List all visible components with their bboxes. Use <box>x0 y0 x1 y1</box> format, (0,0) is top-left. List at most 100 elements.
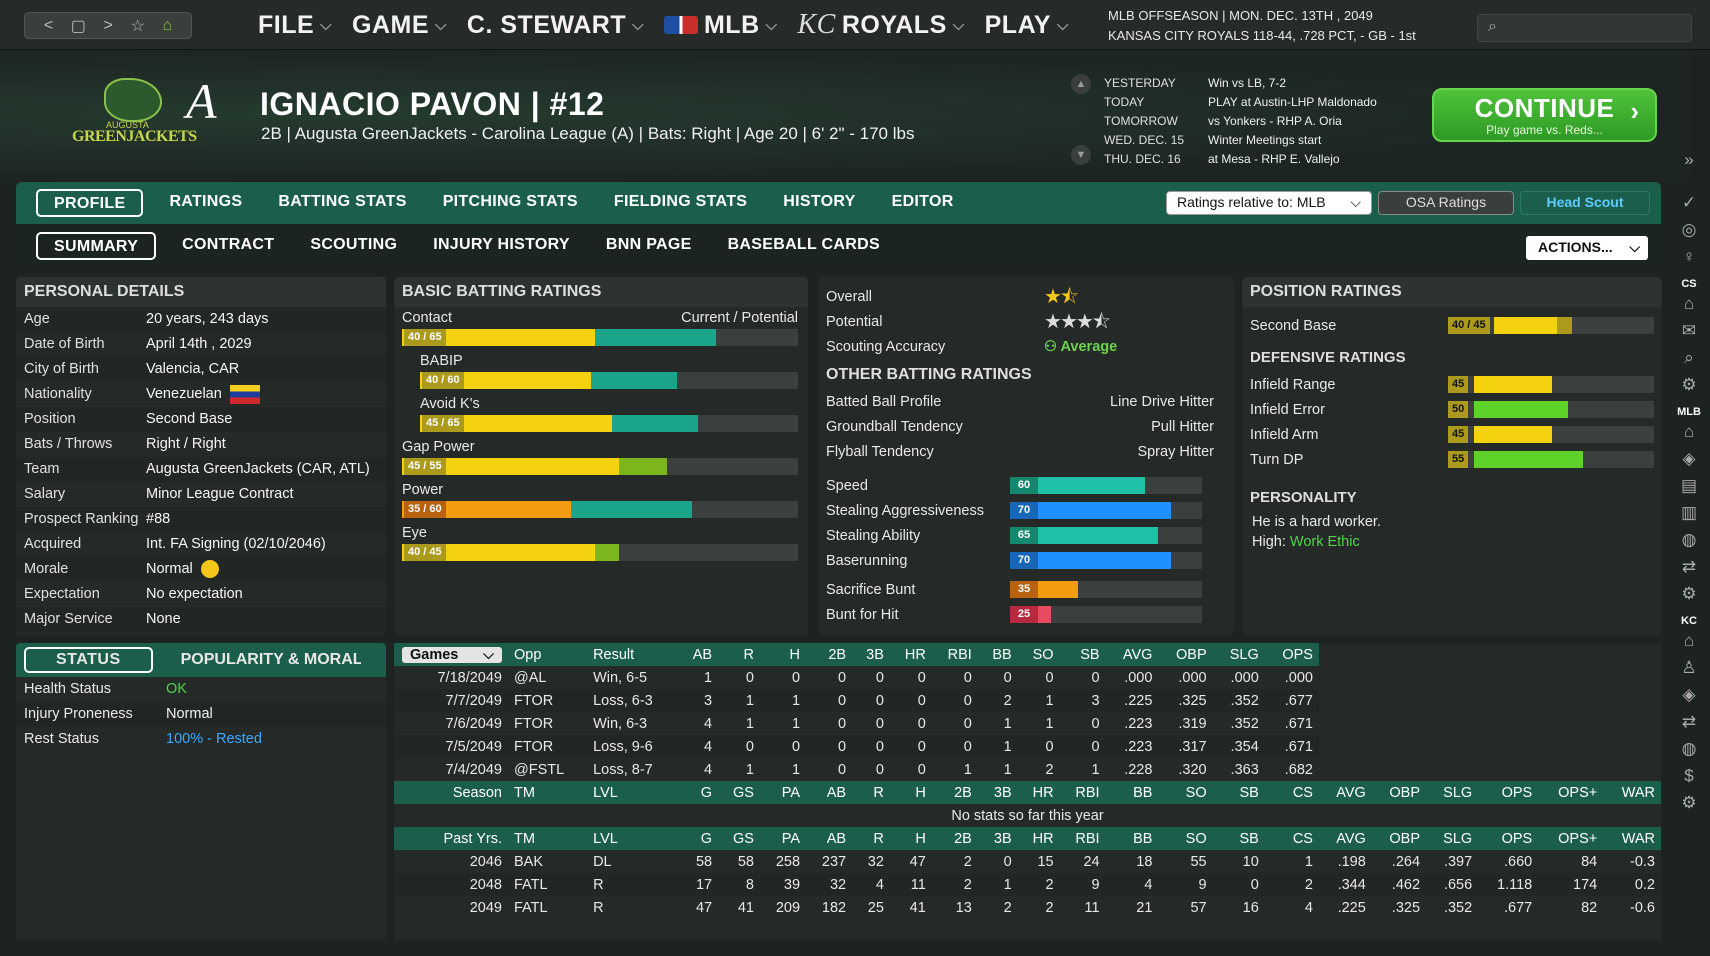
chevron-down-icon[interactable]: ▼ <box>1071 145 1091 165</box>
target-icon[interactable]: ◈ <box>1682 685 1696 704</box>
menu-mlb[interactable]: MLB ⌵ <box>663 11 778 40</box>
column-header[interactable]: AVG <box>1318 781 1372 804</box>
table-row[interactable]: 2046 BAK DL 58 58 258 237 32 47 2 0 15 24 18 55 10 1 .198… <box>394 850 1661 873</box>
tab-bnn-page[interactable]: BNN PAGE <box>605 236 692 253</box>
column-header[interactable]: RBI <box>1059 781 1106 804</box>
target-icon[interactable]: ◈ <box>1682 449 1696 468</box>
column-header[interactable]: RBI <box>1059 827 1106 850</box>
column-header[interactable]: SO <box>1158 781 1213 804</box>
column-header[interactable]: H <box>889 827 932 850</box>
table-row[interactable]: 2048 FATL R 17 8 39 32 4 11 2 1 2 9 4 9 0 2.344.462.656 1… <box>394 873 1661 896</box>
column-header[interactable]: AB <box>806 781 853 804</box>
column-header[interactable]: SO <box>1158 827 1213 850</box>
tab-status[interactable]: STATUS <box>24 647 153 673</box>
column-header[interactable]: Season <box>394 781 508 804</box>
column-header[interactable]: PA <box>759 781 807 804</box>
menu-manager[interactable]: C. STEWART ⌵ <box>466 10 644 39</box>
column-header[interactable]: OBP <box>1371 781 1427 804</box>
column-header[interactable]: RBI <box>931 643 978 666</box>
home-icon[interactable]: ⌂ <box>162 16 173 34</box>
tab-profile[interactable]: PROFILE <box>36 189 144 217</box>
tab-summary[interactable]: SUMMARY <box>36 232 157 260</box>
column-header[interactable]: WAR <box>1603 827 1661 850</box>
table-row[interactable]: 7/4/2049 @FSTL Loss, 8-7 4 1 1 0 0 0 1 1 2 1 .228 .320… <box>394 758 1661 781</box>
tab-popularity-morale[interactable]: POPULARITY & MORALE <box>180 651 361 668</box>
home-icon[interactable]: ⌂ <box>1683 422 1695 441</box>
column-header[interactable]: SB <box>1059 643 1106 666</box>
column-header[interactable]: 2B <box>931 781 978 804</box>
column-header[interactable]: R <box>718 643 760 666</box>
column-header[interactable]: H <box>889 781 932 804</box>
star-icon[interactable]: ☆ <box>130 17 145 35</box>
column-header[interactable]: TM <box>508 781 588 804</box>
tab-batting-stats[interactable]: BATTING STATS <box>278 193 407 210</box>
bulb-icon[interactable]: ♀ <box>1682 247 1696 266</box>
home-icon[interactable]: ⌂ <box>1683 631 1695 650</box>
continue-button[interactable]: CONTINUE Play game vs. Reds... › <box>1432 88 1657 142</box>
column-header[interactable]: TM <box>508 827 588 850</box>
baseball-icon[interactable]: ◍ <box>1681 530 1697 549</box>
column-header[interactable]: 2B <box>806 643 853 666</box>
search-input[interactable]: ⌕ <box>1477 14 1692 42</box>
column-header[interactable]: G <box>678 781 719 804</box>
tab-contract[interactable]: CONTRACT <box>182 236 275 253</box>
gear-icon[interactable]: ⚙ <box>1681 793 1697 812</box>
table-row[interactable]: 7/6/2049 FTOR Win, 6-3 4 1 1 0 0 0 0 1 1 0 .223 .319 .3… <box>394 712 1661 735</box>
column-header[interactable]: Past Yrs. <box>394 827 508 850</box>
gear-icon[interactable]: ⚙ <box>1681 375 1697 394</box>
column-header[interactable]: GS <box>718 827 760 850</box>
gear-icon[interactable]: ⚙ <box>1681 584 1697 603</box>
column-header[interactable]: AB <box>806 827 853 850</box>
column-header[interactable]: HR <box>1017 827 1060 850</box>
column-header[interactable]: WAR <box>1603 781 1661 804</box>
column-header[interactable]: SB <box>1212 781 1265 804</box>
tab-pitching-stats[interactable]: PITCHING STATS <box>442 193 578 210</box>
trade-icon[interactable]: ⇄ <box>1681 712 1697 731</box>
tab-scouting[interactable]: SCOUTING <box>310 236 398 253</box>
column-header[interactable]: BB <box>1105 781 1159 804</box>
news-icon[interactable]: ▤ <box>1680 476 1698 495</box>
column-header[interactable]: H <box>759 643 807 666</box>
table-row[interactable]: 7/5/2049 FTOR Loss, 9-6 4 0 0 0 0 0 0 1 0 0.223.317.… <box>394 735 1661 758</box>
table-row[interactable]: 2049 FATL R 47 41 209 182 25 41 13 2 2 11 21 57 16 4 .225… <box>394 896 1661 919</box>
stats-icon[interactable]: ▥ <box>1680 503 1698 522</box>
column-header[interactable]: 3B <box>852 643 890 666</box>
column-header[interactable]: BB <box>1105 827 1159 850</box>
osa-ratings-button[interactable]: OSA Ratings <box>1378 191 1514 215</box>
table-row[interactable]: 7/18/2049 @AL Win, 6-5 1 0 0 0 0 0 0 0 0 0 .000 .000 .0… <box>394 666 1661 689</box>
column-header[interactable]: 3B <box>977 827 1018 850</box>
column-header[interactable]: OPS <box>1478 781 1539 804</box>
column-header[interactable]: SO <box>1017 643 1060 666</box>
column-header[interactable]: PA <box>759 827 807 850</box>
table-row[interactable]: 7/7/2049 FTOR Loss, 6-3 3 1 1 0 0 0 0 2 1 3.225.325.… <box>394 689 1661 712</box>
tab-injury-history[interactable]: INJURY HISTORY <box>433 236 570 253</box>
menu-play[interactable]: PLAY ⌵ <box>984 10 1069 39</box>
back-icon[interactable]: < <box>43 16 54 34</box>
column-header[interactable]: OBP <box>1371 827 1427 850</box>
column-header[interactable]: SLG <box>1426 781 1479 804</box>
column-header[interactable]: BB <box>977 643 1018 666</box>
finance-icon[interactable]: $ <box>1684 766 1694 785</box>
chevron-up-icon[interactable]: ▲ <box>1071 74 1091 94</box>
column-header[interactable]: OPS <box>1264 643 1319 666</box>
head-scout-button[interactable]: Head Scout <box>1520 191 1650 215</box>
forward-icon[interactable]: > <box>103 16 113 34</box>
column-header[interactable]: G <box>678 827 719 850</box>
baseball-icon[interactable]: ◍ <box>1681 739 1697 758</box>
roster-icon[interactable]: ♙ <box>1681 658 1697 677</box>
games-select[interactable]: Games ⌵ <box>402 646 502 663</box>
column-header[interactable]: LVL <box>587 827 679 850</box>
column-header[interactable]: AVG <box>1318 827 1372 850</box>
trade-icon[interactable]: ⇄ <box>1681 557 1697 576</box>
tab-ratings[interactable]: RATINGS <box>169 193 243 210</box>
column-header[interactable]: HR <box>1017 781 1060 804</box>
column-header[interactable]: 2B <box>931 827 978 850</box>
mail-icon[interactable]: ✉ <box>1681 321 1697 340</box>
actions-dropdown[interactable]: ACTIONS... ⌵ <box>1526 236 1648 260</box>
tab-fielding-stats[interactable]: FIELDING STATS <box>613 193 748 210</box>
home-icon[interactable]: ⌂ <box>1683 294 1695 313</box>
column-header[interactable]: CS <box>1264 781 1319 804</box>
column-header[interactable]: AB <box>678 643 719 666</box>
column-header[interactable]: CS <box>1264 827 1319 850</box>
column-header[interactable]: OPS+ <box>1538 781 1604 804</box>
